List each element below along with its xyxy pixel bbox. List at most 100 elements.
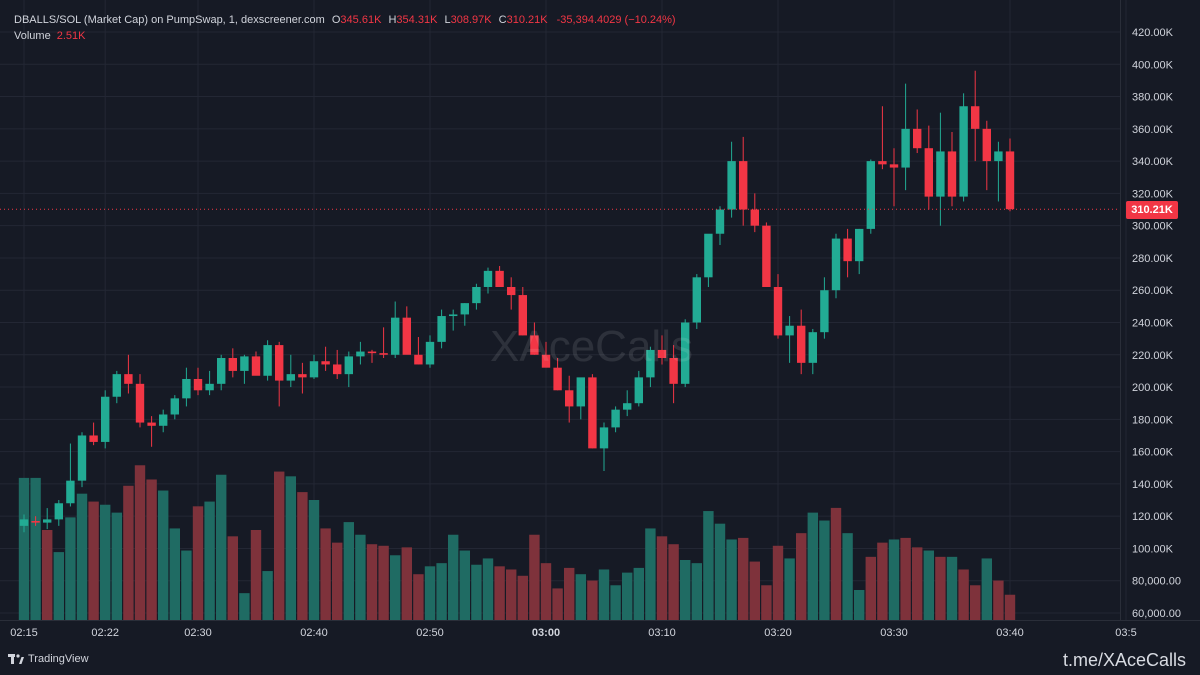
candle-body	[727, 161, 736, 210]
candle-body	[565, 390, 574, 407]
symbol-title: DBALLS/SOL (Market Cap) on PumpSwap, 1, …	[14, 14, 325, 26]
volume-bar	[204, 501, 215, 620]
candle-body	[379, 353, 388, 355]
volume-bar	[169, 528, 180, 620]
volume-bar	[308, 500, 320, 620]
candle-body	[913, 128, 922, 149]
volume-bar	[448, 534, 459, 620]
volume-bar	[830, 507, 842, 620]
volume-bar	[250, 530, 262, 620]
candle-body	[367, 351, 377, 354]
price-tick-label: 380.00K	[1132, 92, 1174, 104]
volume-bar	[598, 569, 610, 620]
volume-bar	[761, 585, 772, 620]
volume-bar	[297, 492, 308, 620]
price-tick-label: 360.00K	[1132, 124, 1174, 136]
time-axis: 02:15 02:22 02:30 02:40 02:50 03:00 03:10 03:20…	[10, 627, 1136, 639]
volume-bar	[42, 530, 53, 620]
low-value: 308.97K	[450, 14, 492, 26]
candle-body	[182, 378, 191, 399]
tradingview-label: TradingView	[28, 653, 89, 665]
candle-body	[611, 409, 620, 428]
candle-body	[54, 503, 63, 520]
volume-bar	[738, 537, 749, 620]
volume-bar	[1004, 594, 1016, 620]
volume-bar	[564, 567, 575, 620]
volume-bar	[935, 556, 946, 620]
candle-body	[924, 148, 933, 197]
volume-bar	[343, 522, 354, 620]
candle-body	[692, 277, 701, 323]
telegram-link[interactable]: t.me/XAceCalls	[1062, 650, 1186, 670]
volume-bar	[482, 558, 494, 620]
volume-bar	[703, 511, 714, 620]
volume-bar	[645, 528, 656, 620]
time-tick-label: 03:40	[996, 627, 1024, 639]
volume-bar	[134, 465, 146, 620]
volume-bar	[158, 490, 169, 620]
volume-bar	[587, 580, 598, 620]
candle-body	[112, 374, 121, 397]
volume-bar	[262, 571, 273, 620]
volume-bar	[540, 563, 552, 620]
volume-legend: Volume 2.51K	[14, 30, 85, 42]
candle-body	[437, 316, 446, 342]
volume-bar	[575, 574, 586, 620]
volume-bar	[471, 564, 482, 620]
time-tick-label: 03:30	[880, 627, 908, 639]
volume-bar	[390, 555, 401, 620]
tradingview-icon	[8, 654, 24, 664]
volume-bar	[494, 566, 505, 620]
candle-body	[831, 238, 841, 291]
candle-body	[947, 151, 957, 197]
time-tick-label: 02:40	[300, 627, 328, 639]
candle-body	[124, 374, 133, 384]
volume-bar	[888, 539, 900, 620]
volume-bar	[401, 547, 412, 620]
volume-bar	[842, 533, 853, 620]
price-tick-label: 140.00K	[1132, 479, 1174, 491]
volume-bar	[633, 567, 644, 620]
candle-body	[994, 151, 1003, 162]
volume-bar	[517, 575, 528, 620]
candle-body	[681, 322, 690, 384]
volume-bar	[88, 501, 99, 620]
volume-bar	[192, 506, 204, 620]
high-label: H	[388, 14, 397, 26]
volume-bar	[459, 550, 470, 620]
volume-bar	[784, 558, 795, 620]
candle-body	[402, 317, 411, 355]
price-tick-label: 80,000.00	[1132, 576, 1181, 588]
candle-body	[286, 374, 295, 381]
candle-body	[576, 377, 585, 407]
price-candles	[19, 70, 1015, 533]
candle-body	[356, 351, 365, 357]
tradingview-logo[interactable]: TradingView	[8, 653, 89, 665]
candle-body	[773, 286, 783, 336]
candle-body	[391, 317, 400, 355]
candle-body	[936, 151, 945, 197]
candle-body	[147, 422, 156, 426]
volume-bar	[854, 590, 865, 620]
volume-value: 2.51K	[56, 30, 86, 42]
time-tick-label: 02:22	[91, 627, 119, 639]
volume-bar	[622, 572, 633, 620]
candle-body	[449, 314, 458, 317]
candle-body	[507, 286, 516, 296]
candle-body	[553, 367, 562, 391]
open-value: 345.61K	[340, 14, 382, 26]
candle-body	[982, 128, 991, 162]
volume-bar	[993, 580, 1004, 620]
price-tick-label: 320.00K	[1132, 188, 1174, 200]
candle-body	[101, 396, 110, 442]
volume-bar	[877, 542, 888, 620]
candle-body	[843, 238, 852, 262]
candle-body	[855, 228, 864, 262]
time-tick-label: 03:5	[1115, 627, 1136, 639]
volume-bar	[320, 528, 331, 620]
price-tick-label: 220.00K	[1132, 350, 1174, 362]
volume-bar	[506, 569, 517, 620]
low-label: L	[444, 14, 451, 26]
candle-body	[866, 161, 875, 229]
